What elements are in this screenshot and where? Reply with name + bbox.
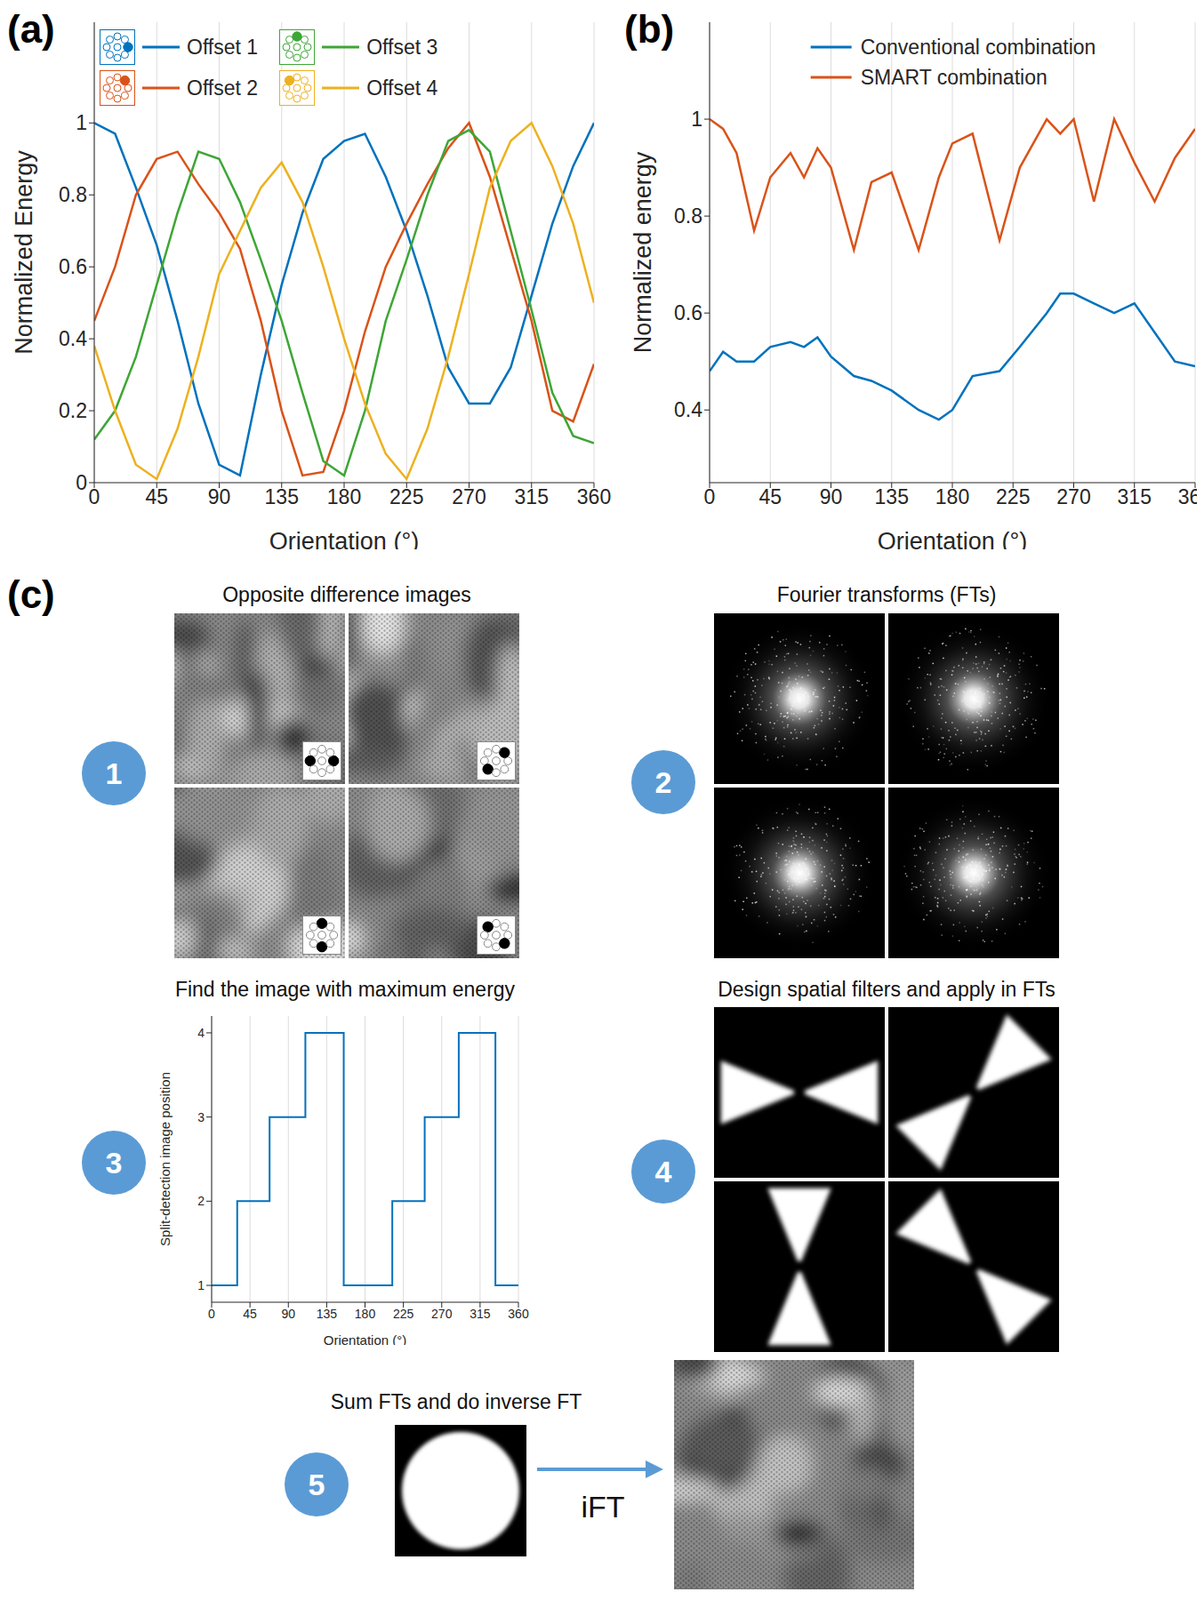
svg-text:360: 360: [1178, 485, 1197, 509]
svg-text:315: 315: [469, 1307, 491, 1322]
svg-text:180: 180: [327, 485, 362, 509]
html-text:Conventional combination: Conventional combination: [860, 35, 1096, 59]
svg-text:180: 180: [354, 1307, 377, 1322]
html-text:2: 2: [654, 765, 672, 799]
svg-text:2: 2: [197, 1194, 205, 1209]
html-text:Offset 1: Offset 1: [186, 35, 258, 59]
svg-text:360: 360: [577, 485, 611, 509]
svg-text:315: 315: [514, 485, 549, 509]
html-text:Fourier transforms (FTs): Fourier transforms (FTs): [776, 583, 997, 607]
svg-text:270: 270: [451, 485, 486, 509]
svg-text:1: 1: [75, 111, 88, 135]
svg-text:135: 135: [264, 485, 299, 509]
svg-text:0: 0: [75, 471, 88, 495]
html-text:Design spatial filters and app: Design spatial filters and apply in FTs: [717, 978, 1056, 1002]
svg-text:Orientation (°): Orientation (°): [269, 528, 419, 550]
svg-text:45: 45: [144, 485, 169, 509]
svg-text:0.8: 0.8: [58, 183, 88, 207]
svg-text:3: 3: [197, 1110, 205, 1125]
svg-text:90: 90: [819, 485, 843, 509]
html-text:Opposite difference images: Opposite difference images: [222, 583, 472, 607]
svg-text:1: 1: [690, 107, 703, 131]
html-text:5: 5: [308, 1467, 326, 1502]
html-text:iFT: iFT: [581, 1490, 625, 1525]
svg-text:225: 225: [393, 1307, 415, 1322]
svg-text:Orientation (°): Orientation (°): [877, 528, 1028, 550]
svg-text:270: 270: [1056, 485, 1091, 509]
svg-text:225: 225: [389, 485, 424, 509]
svg-text:0.4: 0.4: [58, 327, 88, 351]
svg-text:0: 0: [208, 1307, 216, 1322]
svg-text:225: 225: [995, 485, 1030, 509]
svg-text:0: 0: [88, 485, 101, 509]
html-text:SMART combination: SMART combination: [860, 65, 1048, 89]
html-text:4: 4: [654, 1154, 672, 1189]
svg-text:180: 180: [935, 485, 970, 509]
svg-text:135: 135: [316, 1307, 338, 1322]
svg-text:Orientation (°): Orientation (°): [323, 1332, 408, 1346]
svg-text:Normalized energy: Normalized energy: [629, 151, 657, 354]
svg-text:0.4: 0.4: [674, 398, 703, 422]
svg-text:315: 315: [1117, 485, 1152, 509]
html-text:3: 3: [105, 1145, 123, 1180]
svg-text:0: 0: [704, 485, 716, 509]
html-text:Offset 3: Offset 3: [366, 35, 438, 59]
html-text:Find the image with maximum en: Find the image with maximum energy: [175, 978, 515, 1002]
svg-text:0.6: 0.6: [674, 301, 703, 325]
svg-text:0.8: 0.8: [674, 204, 703, 228]
svg-text:45: 45: [758, 485, 782, 509]
html-text:Sum FTs and do inverse FT: Sum FTs and do inverse FT: [330, 1390, 582, 1414]
html-text:Offset 2: Offset 2: [186, 76, 258, 100]
svg-text:0.2: 0.2: [58, 399, 88, 423]
svg-text:Split-detection image position: Split-detection image position: [158, 1072, 173, 1247]
html-text:Offset 4: Offset 4: [366, 76, 438, 100]
svg-text:0.6: 0.6: [58, 255, 88, 279]
html-text:1: 1: [105, 756, 123, 791]
svg-text:4: 4: [197, 1026, 205, 1041]
svg-text:45: 45: [242, 1307, 257, 1322]
svg-text:1: 1: [197, 1278, 205, 1293]
svg-text:360: 360: [507, 1307, 530, 1322]
html-text:(c): (c): [7, 572, 55, 617]
svg-text:Normalized Energy: Normalized Energy: [10, 150, 38, 355]
svg-text:90: 90: [208, 485, 232, 509]
html-text:(b): (b): [624, 7, 675, 51]
html-text:(a): (a): [7, 7, 55, 51]
svg-text:135: 135: [874, 485, 909, 509]
svg-text:270: 270: [431, 1307, 453, 1322]
svg-text:90: 90: [280, 1307, 296, 1322]
